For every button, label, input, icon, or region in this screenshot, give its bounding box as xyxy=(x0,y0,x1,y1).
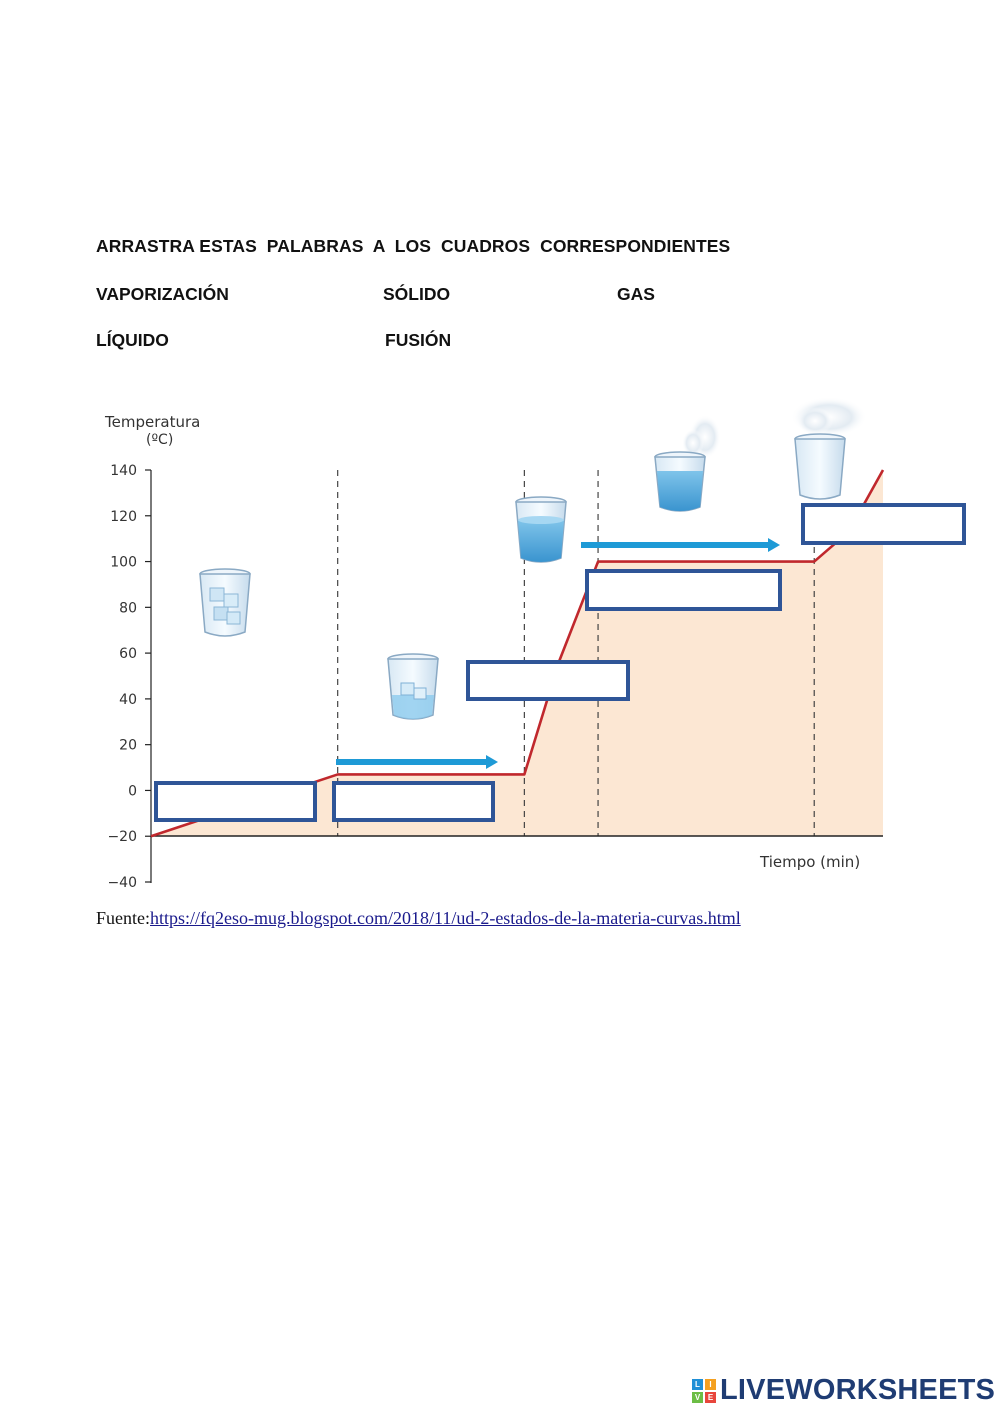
melting-arrow xyxy=(336,755,498,769)
drop-box-melting[interactable] xyxy=(332,781,495,822)
y-tick-label: −20 xyxy=(107,829,137,845)
y-tick-label: −40 xyxy=(107,875,137,891)
y-tick-label: 80 xyxy=(119,600,137,616)
liveworksheets-mark-icon: L I V E xyxy=(692,1378,716,1403)
boiling-glass-icon xyxy=(654,415,721,512)
source-prefix: Fuente: xyxy=(96,908,150,928)
x-axis-label: Tiempo (min) xyxy=(759,853,860,871)
instructions-heading: ARRASTRA ESTAS PALABRAS A LOS CUADROS CO… xyxy=(96,236,731,256)
y-tick-label: 40 xyxy=(119,692,137,708)
melting-ice-glass-icon xyxy=(387,653,439,720)
y-axis-label-line2: (ºC) xyxy=(146,432,173,448)
word-gas[interactable]: GAS xyxy=(617,284,655,304)
y-tick-label: 120 xyxy=(110,509,137,525)
word-liquido[interactable]: LÍQUIDO xyxy=(96,330,169,350)
water-glass-icon xyxy=(515,496,567,563)
drop-box-solid[interactable] xyxy=(154,781,317,822)
drop-box-gas[interactable] xyxy=(801,503,966,545)
ice-glass-icon xyxy=(199,568,251,637)
drop-box-vaporization[interactable] xyxy=(585,569,782,611)
source-citation: Fuente:https://fq2eso-mug.blogspot.com/2… xyxy=(96,908,741,929)
liveworksheets-wordmark: LIVEWORKSHEETS xyxy=(720,1374,996,1406)
liveworksheets-logo: L I V E LIVEWORKSHEETS xyxy=(692,1374,995,1407)
y-tick-label: 0 xyxy=(128,783,137,799)
y-tick-label: 20 xyxy=(119,738,137,754)
drop-box-liquid[interactable] xyxy=(466,660,630,701)
word-solido[interactable]: SÓLIDO xyxy=(383,284,451,304)
y-axis-label-line1: Temperatura xyxy=(104,413,200,431)
source-link[interactable]: https://fq2eso-mug.blogspot.com/2018/11/… xyxy=(150,908,741,928)
y-tick-label: 140 xyxy=(110,463,137,479)
y-tick-label: 60 xyxy=(119,646,137,662)
y-tick-label: 100 xyxy=(110,555,137,571)
boiling-arrow xyxy=(581,538,780,552)
heating-curve-chart: Temperatura (ºC) 140 120 100 80 60 40 20 0 −20 −4… xyxy=(104,397,885,891)
word-vaporizacion[interactable]: VAPORIZACIÓN xyxy=(96,284,229,304)
word-fusion[interactable]: FUSIÓN xyxy=(385,330,452,350)
gas-glass-icon xyxy=(791,397,867,500)
